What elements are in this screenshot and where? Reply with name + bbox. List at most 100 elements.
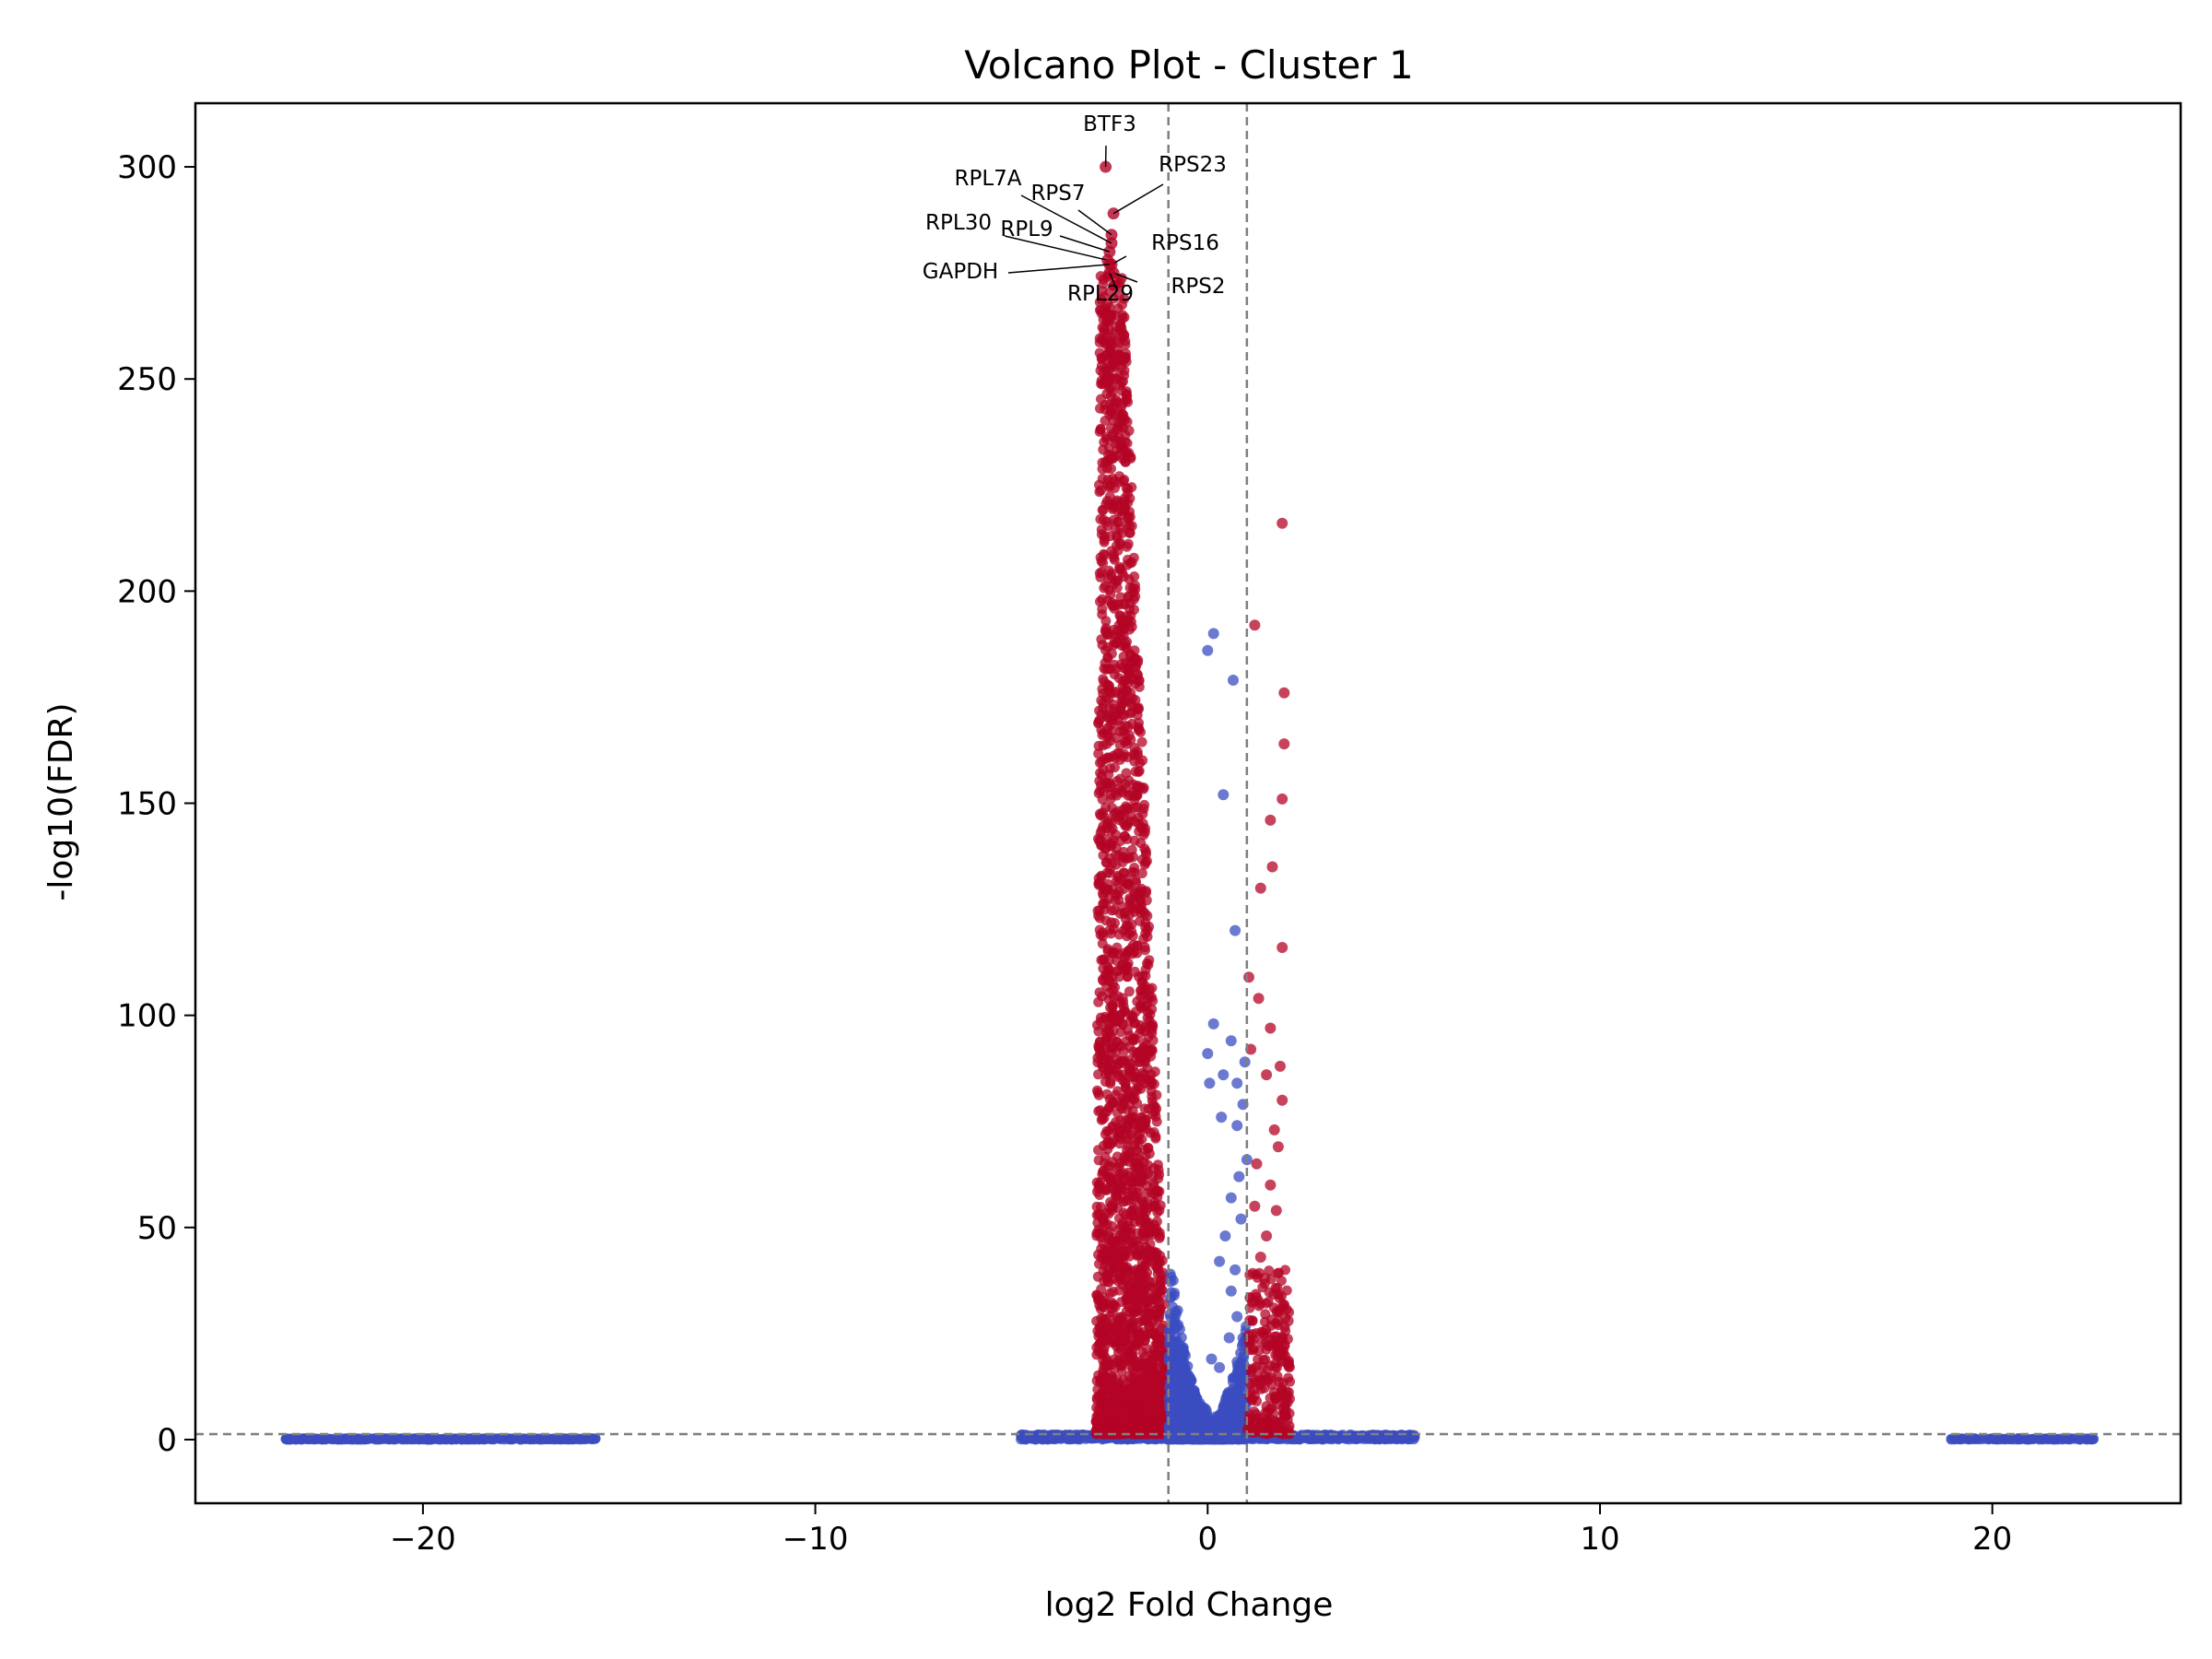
data-point [1140, 1315, 1151, 1326]
data-point [1139, 843, 1150, 854]
data-point [1106, 917, 1117, 928]
data-point [1098, 1336, 1109, 1347]
data-point [1145, 1127, 1156, 1138]
data-point [1134, 724, 1145, 735]
data-point [1109, 712, 1120, 723]
data-point [1094, 1300, 1105, 1311]
data-point [1988, 1433, 1999, 1444]
data-point [1124, 521, 1135, 532]
data-point [1132, 1098, 1143, 1109]
data-point [1143, 959, 1154, 971]
data-point [1123, 513, 1134, 524]
data-point [1170, 1338, 1181, 1349]
data-point [1096, 955, 1107, 966]
data-point [1099, 1216, 1109, 1227]
data-point [1117, 1018, 1128, 1029]
data-point [1097, 938, 1108, 949]
data-point [1170, 1324, 1181, 1335]
data-point [1112, 1071, 1124, 1082]
data-point [1103, 664, 1114, 675]
data-point [1106, 1302, 1117, 1313]
data-point [1119, 830, 1130, 841]
data-point [1131, 1085, 1142, 1096]
data-point [1103, 1277, 1114, 1288]
data-point [1096, 529, 1107, 540]
data-point [1101, 433, 1112, 444]
data-point [1107, 984, 1118, 995]
data-point [1098, 1409, 1108, 1420]
data-point [1960, 1433, 1971, 1444]
data-point [1104, 1311, 1115, 1322]
data-point [1129, 645, 1140, 656]
data-point [1105, 347, 1116, 359]
data-point [1098, 931, 1109, 942]
data-point [1194, 1397, 1206, 1408]
data-point [1139, 1057, 1150, 1068]
data-point [1096, 756, 1107, 767]
data-point [1143, 1103, 1154, 1114]
data-point [1115, 592, 1126, 603]
data-point [1129, 966, 1140, 977]
data-point [1097, 1051, 1108, 1062]
data-point [1143, 1159, 1154, 1171]
data-point [1101, 388, 1112, 399]
data-point [1125, 610, 1136, 621]
data-point [1946, 1434, 1957, 1445]
data-point [1120, 1250, 1130, 1261]
data-point [1118, 630, 1129, 641]
data-point [1135, 902, 1147, 913]
data-point [1096, 825, 1107, 836]
data-point [480, 1433, 490, 1444]
data-point [1187, 1405, 1198, 1416]
data-point [1097, 1061, 1108, 1072]
data-point [1123, 592, 1134, 603]
data-point [1144, 1368, 1155, 1379]
data-point [1110, 762, 1120, 773]
data-point [1123, 1054, 1134, 1065]
data-point [1117, 356, 1128, 367]
data-point [1169, 1378, 1180, 1389]
data-point [1101, 365, 1112, 376]
data-point [1174, 1371, 1184, 1382]
data-point [1098, 764, 1109, 775]
data-point [1139, 1174, 1150, 1185]
data-point [1105, 1078, 1116, 1089]
data-point [1118, 867, 1129, 878]
data-point [449, 1433, 460, 1444]
data-point [1119, 365, 1130, 376]
data-point [1117, 1391, 1128, 1402]
data-point [1092, 1186, 1102, 1197]
data-point [1183, 1375, 1194, 1386]
data-point [1098, 558, 1109, 569]
data-point [1158, 1275, 1169, 1286]
data-point [1093, 1026, 1104, 1037]
data-point [1119, 1352, 1130, 1363]
data-point [1097, 504, 1108, 515]
data-point [1138, 782, 1149, 794]
data-point [340, 1434, 351, 1445]
data-point [1096, 695, 1107, 706]
data-point [1097, 1113, 1108, 1124]
data-point [1093, 1106, 1104, 1117]
data-point [1091, 1393, 1102, 1403]
data-point [1119, 748, 1130, 759]
chart-title: Volcano Plot - Cluster 1 [964, 42, 1414, 88]
data-point [1098, 1371, 1109, 1382]
data-point [1038, 1434, 1049, 1445]
data-point [1097, 974, 1108, 985]
data-point [1123, 396, 1134, 407]
data-point [1114, 471, 1125, 482]
data-point [1111, 1340, 1122, 1351]
data-point [1111, 451, 1122, 462]
data-point [559, 1434, 570, 1445]
data-point [1335, 1432, 1346, 1443]
data-point [1127, 1062, 1138, 1073]
data-point [1140, 1114, 1151, 1124]
data-point [1092, 1087, 1103, 1098]
data-point [1099, 582, 1110, 594]
data-point [1118, 409, 1129, 420]
data-point [1102, 521, 1113, 532]
data-point [1969, 1433, 1980, 1444]
data-point [1155, 1332, 1165, 1343]
data-point [1126, 844, 1137, 855]
